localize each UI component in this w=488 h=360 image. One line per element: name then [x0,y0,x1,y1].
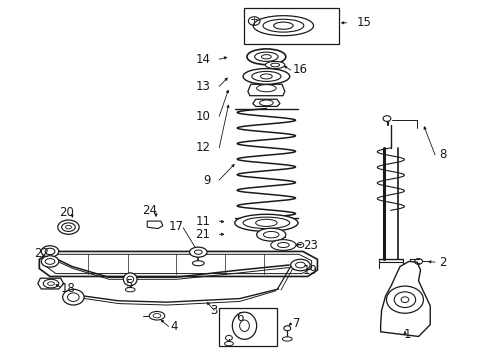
Ellipse shape [232,312,256,339]
Text: 11: 11 [195,215,210,228]
Ellipse shape [270,240,295,250]
Ellipse shape [246,49,285,64]
Text: 23: 23 [302,239,317,252]
Text: 18: 18 [61,283,76,296]
Polygon shape [147,221,163,229]
Ellipse shape [192,261,203,266]
Circle shape [382,116,390,121]
Text: 15: 15 [356,16,370,29]
Text: 20: 20 [60,206,74,219]
Text: 9: 9 [203,174,210,186]
Ellipse shape [234,214,297,231]
Text: 7: 7 [292,317,300,330]
Text: 4: 4 [170,320,178,333]
Bar [244,8,339,44]
Text: 17: 17 [168,220,183,233]
Circle shape [386,286,423,313]
Ellipse shape [62,289,84,305]
Text: 6: 6 [235,311,243,324]
Ellipse shape [123,273,137,286]
Text: 3: 3 [210,304,217,317]
Text: 1: 1 [403,328,410,341]
Ellipse shape [189,247,206,257]
Text: 8: 8 [438,148,446,162]
Ellipse shape [125,288,135,292]
Text: 10: 10 [195,110,210,123]
Ellipse shape [282,337,291,341]
Polygon shape [252,99,280,107]
Text: 12: 12 [195,141,210,154]
Ellipse shape [149,311,164,320]
Ellipse shape [58,220,79,234]
Ellipse shape [265,62,285,68]
Ellipse shape [41,256,59,267]
Ellipse shape [41,246,59,257]
Bar [218,307,277,346]
Text: 2: 2 [438,256,446,269]
Ellipse shape [243,68,289,84]
Text: 16: 16 [292,63,307,76]
Ellipse shape [263,19,303,32]
Text: 24: 24 [142,204,157,217]
Text: 22: 22 [34,247,49,260]
Text: 19: 19 [302,264,317,276]
Polygon shape [247,84,285,96]
Polygon shape [380,261,429,337]
Ellipse shape [256,228,285,241]
Polygon shape [39,251,317,276]
Text: 13: 13 [195,80,210,93]
Ellipse shape [224,342,233,346]
Polygon shape [38,278,63,289]
Text: 21: 21 [195,228,210,241]
Ellipse shape [290,259,309,271]
Text: 5: 5 [125,278,132,291]
Text: 14: 14 [195,53,210,66]
